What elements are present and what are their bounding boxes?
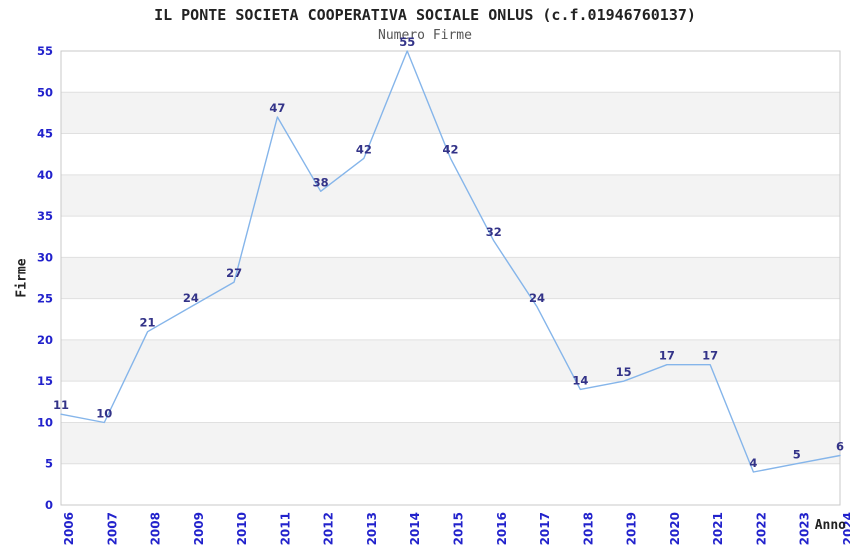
data-label: 17 [659, 349, 675, 363]
y-tick-label: 15 [37, 374, 53, 388]
x-tick-label: 2018 [581, 512, 595, 545]
data-label: 42 [442, 142, 458, 156]
data-label: 6 [836, 439, 844, 453]
x-tick-label: 2010 [235, 512, 249, 545]
x-tick-label: 2016 [495, 512, 509, 545]
series-line [60, 50, 841, 473]
x-tick-label: 2023 [798, 512, 812, 545]
y-tick-label: 25 [37, 292, 53, 306]
x-tick-label: 2022 [754, 512, 768, 545]
x-tick-label: 2006 [62, 512, 76, 545]
data-label: 47 [269, 101, 285, 115]
x-tick-label: 2013 [365, 512, 379, 545]
data-label: 27 [226, 266, 242, 280]
y-tick-label: 45 [37, 127, 53, 141]
data-label: 24 [529, 291, 545, 305]
y-tick-label: 40 [37, 168, 53, 182]
chart-subtitle: Numero Firme [378, 28, 472, 43]
x-tick-label: 2024 [841, 512, 850, 545]
data-label: 32 [486, 225, 502, 239]
y-tick-label: 10 [37, 415, 53, 429]
x-tick-label: 2012 [322, 512, 336, 545]
grid-band [61, 174, 840, 217]
grid-band [61, 133, 840, 175]
grid-band [61, 92, 840, 134]
grid-band [61, 422, 840, 464]
grid-band [61, 257, 840, 299]
grid-band [61, 51, 840, 93]
y-axis-title: Firme [14, 258, 30, 298]
data-label: 38 [313, 175, 329, 189]
x-tick-label: 2008 [149, 512, 163, 545]
data-label: 5 [793, 448, 801, 462]
data-label: 17 [702, 349, 718, 363]
x-tick-label: 2017 [538, 512, 552, 545]
grid-band [61, 381, 840, 423]
x-tick-label: 2007 [105, 512, 119, 545]
y-tick-label: 0 [45, 498, 53, 512]
data-label: 24 [183, 291, 199, 305]
x-axis-title: Anno [814, 518, 846, 533]
y-tick-label: 5 [45, 457, 53, 471]
data-label: 42 [356, 142, 372, 156]
x-tick-label: 2009 [192, 512, 206, 545]
grid-band [61, 463, 840, 505]
data-label: 10 [96, 406, 112, 420]
data-label: 14 [572, 373, 588, 387]
x-tick-label: 2015 [452, 512, 466, 545]
data-label: 55 [399, 35, 415, 49]
chart-title: IL PONTE SOCIETA COOPERATIVA SOCIALE ONL… [154, 6, 696, 24]
data-label: 15 [616, 365, 632, 379]
y-tick-label: 35 [37, 209, 53, 223]
plot-border [60, 50, 841, 506]
x-tick-label: 2021 [711, 512, 725, 545]
y-tick-label: 20 [37, 333, 53, 347]
x-tick-label: 2011 [278, 512, 292, 545]
data-label: 11 [53, 398, 69, 412]
x-tick-label: 2019 [625, 512, 639, 545]
grid-band [61, 298, 840, 340]
x-tick-label: 2020 [668, 512, 682, 545]
grid-band [61, 339, 840, 382]
data-label: 21 [140, 316, 156, 330]
y-tick-label: 50 [37, 85, 53, 99]
data-label: 4 [749, 456, 757, 470]
grid-band [61, 216, 840, 258]
x-tick-label: 2014 [408, 512, 422, 545]
y-tick-label: 55 [37, 44, 53, 58]
y-tick-label: 30 [37, 250, 53, 264]
